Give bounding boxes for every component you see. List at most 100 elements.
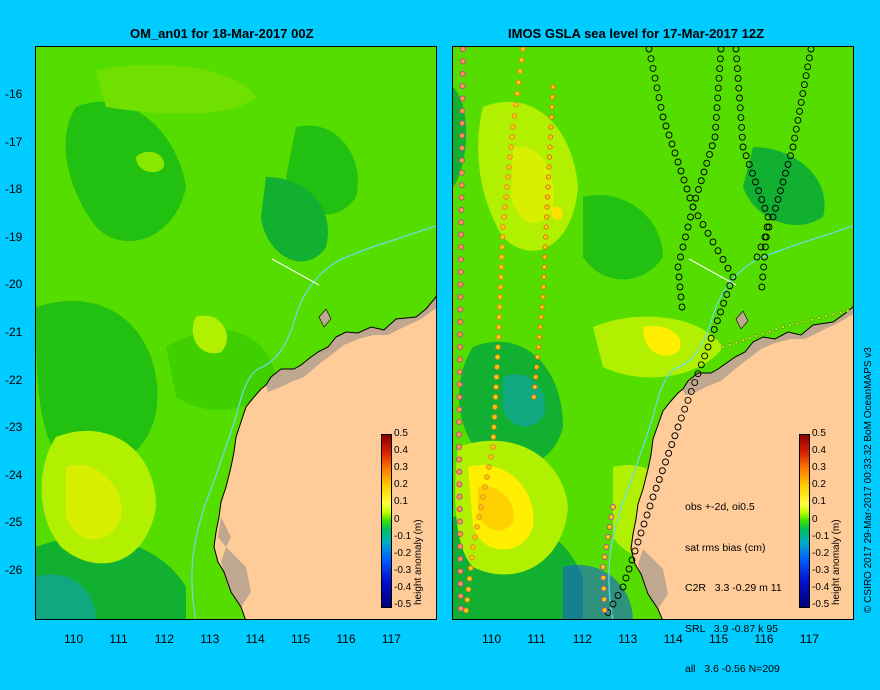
- track-marker: [643, 511, 651, 519]
- track-marker: [679, 243, 687, 251]
- track-marker: [752, 178, 759, 186]
- track-marker: [662, 458, 669, 466]
- credit-text: © CSIRO 2017 29-Mar-2017 00:33:32 BoM Oc…: [863, 347, 874, 613]
- track-marker: [457, 580, 464, 587]
- colorbar-label: 0: [812, 513, 818, 525]
- track-marker: [703, 159, 711, 167]
- track-marker: [550, 84, 556, 90]
- track-marker: [539, 304, 545, 310]
- track-marker: [761, 233, 769, 241]
- track-marker: [707, 334, 715, 342]
- latitude-tick: -23: [5, 420, 23, 435]
- track-marker: [545, 174, 552, 180]
- track-marker: [547, 134, 554, 140]
- track-marker: [499, 244, 505, 250]
- track-marker: [457, 555, 464, 562]
- track-marker: [671, 432, 679, 440]
- track-marker: [676, 283, 684, 291]
- track-marker: [543, 224, 549, 230]
- track-marker: [763, 223, 771, 231]
- track-marker: [478, 504, 484, 510]
- track-marker: [769, 213, 777, 221]
- track-marker: [683, 185, 691, 193]
- track-marker: [456, 468, 463, 475]
- track-marker: [671, 149, 679, 157]
- track-marker: [458, 194, 465, 201]
- track-marker: [499, 234, 506, 240]
- left-colorbar-title: height anomaly (m): [413, 519, 424, 605]
- track-marker: [456, 431, 463, 438]
- track-marker: [622, 574, 630, 582]
- track-marker: [490, 444, 496, 450]
- track-marker: [496, 324, 502, 330]
- track-marker: [600, 574, 607, 581]
- track-marker: [684, 396, 692, 404]
- track-marker: [761, 331, 765, 336]
- track-marker: [466, 575, 473, 582]
- track-marker: [501, 214, 507, 220]
- track-marker: [491, 424, 497, 430]
- longitude-tick: 110: [64, 632, 84, 646]
- track-marker: [692, 194, 700, 202]
- track-marker: [715, 74, 723, 82]
- longitude-tick: 116: [336, 632, 356, 646]
- track-marker: [480, 494, 486, 500]
- track-marker: [542, 254, 548, 260]
- track-marker: [497, 294, 503, 300]
- track-marker: [772, 204, 779, 212]
- track-marker: [801, 81, 808, 89]
- track-marker: [456, 418, 463, 426]
- track-marker: [601, 596, 608, 603]
- colorbar-label: -0.2: [394, 547, 412, 559]
- latitude-tick: -21: [5, 325, 23, 339]
- colorbar-label: -0.5: [394, 599, 412, 610]
- track-marker: [704, 343, 712, 351]
- track-marker: [712, 113, 720, 121]
- track-marker: [795, 321, 800, 326]
- longitude-tick: 112: [154, 632, 174, 646]
- track-marker: [737, 114, 745, 122]
- longitude-tick: 115: [291, 632, 311, 646]
- track-marker: [758, 196, 766, 203]
- track-marker: [538, 314, 544, 320]
- track-marker: [459, 58, 466, 65]
- track-marker: [520, 47, 526, 52]
- track-marker: [716, 65, 724, 73]
- colorbar-label: 0.3: [394, 462, 408, 474]
- track-marker: [540, 284, 547, 290]
- colorbar-label: 0.1: [812, 496, 826, 508]
- track-marker: [508, 144, 514, 150]
- track-marker: [606, 524, 613, 530]
- track-marker: [458, 231, 465, 238]
- track-marker: [484, 474, 490, 480]
- left-sea-level-map: [36, 47, 436, 619]
- track-marker: [733, 65, 741, 73]
- track-marker: [605, 534, 611, 540]
- track-marker: [541, 264, 548, 270]
- right-sea-level-map: [453, 47, 853, 619]
- track-marker: [729, 273, 737, 281]
- track-marker: [457, 543, 464, 550]
- track-marker: [548, 124, 554, 130]
- track-marker: [456, 493, 463, 500]
- track-marker: [741, 338, 745, 343]
- track-marker: [720, 299, 728, 307]
- track-marker: [706, 151, 713, 158]
- track-marker: [784, 161, 792, 168]
- track-marker: [709, 238, 717, 246]
- colorbar-label: -0.2: [812, 547, 830, 559]
- track-marker: [645, 47, 653, 53]
- observation-stats: obs +-2d, oi0.5 sat rms bias (cm) C2R 3.…: [685, 474, 782, 690]
- track-marker: [600, 585, 607, 592]
- track-marker: [457, 281, 464, 288]
- track-marker: [774, 196, 782, 203]
- track-marker: [490, 434, 497, 440]
- track-marker: [456, 481, 463, 488]
- track-marker: [733, 55, 741, 63]
- track-marker: [760, 263, 768, 271]
- colorbar-label: -0.1: [394, 530, 412, 542]
- colorbar-label: 0.3: [812, 462, 826, 474]
- track-marker: [457, 331, 464, 338]
- track-marker: [797, 99, 805, 106]
- track-marker: [459, 47, 467, 53]
